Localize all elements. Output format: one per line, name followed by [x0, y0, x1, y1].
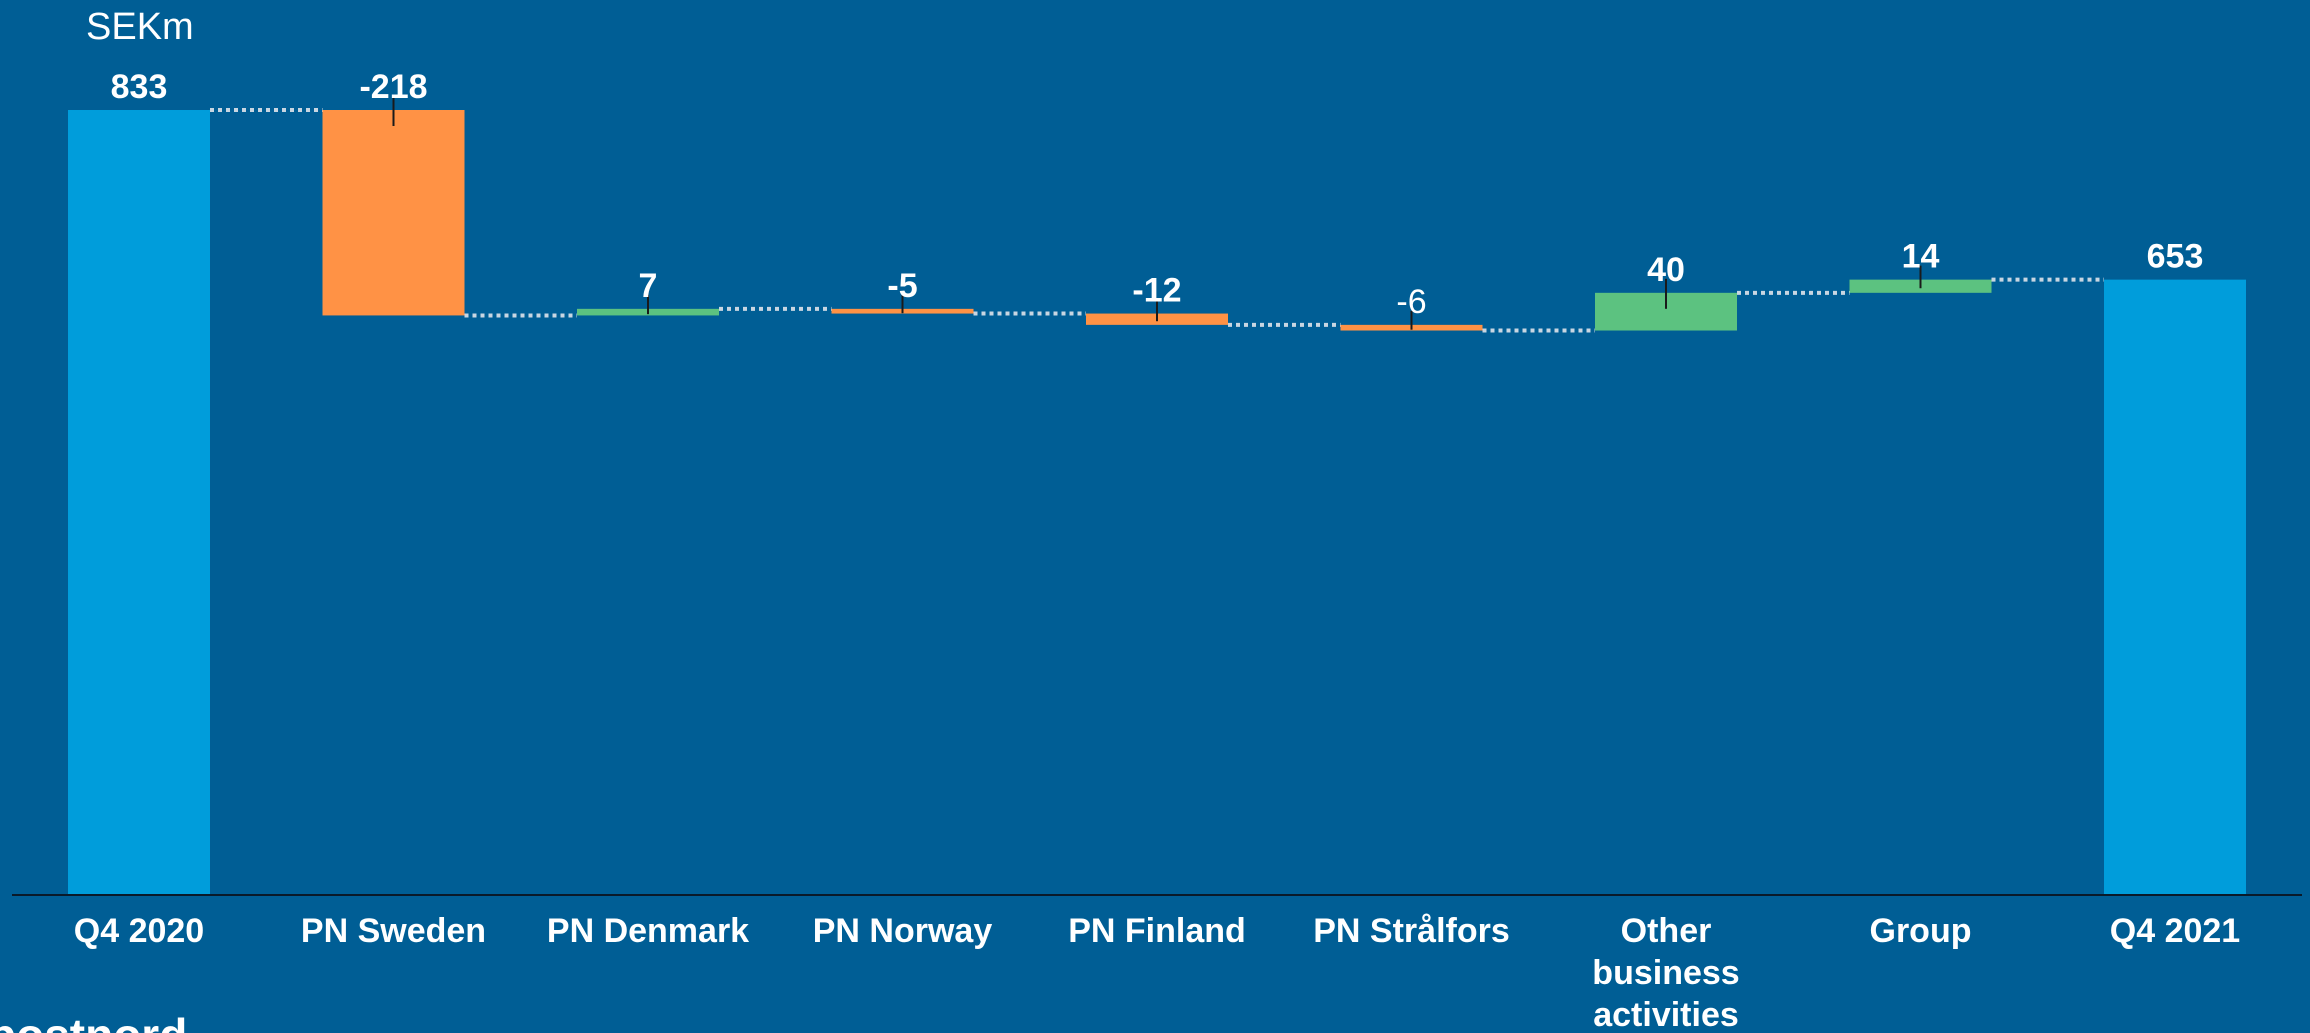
category-label-5: PN Strålfors	[1313, 912, 1510, 950]
value-label-0: 833	[111, 68, 168, 106]
value-label-7: 14	[1902, 238, 1940, 276]
category-labels: Q4 2020 PN Sweden PN Denmark PN Norway PN Fi…	[74, 912, 2240, 1033]
category-label-6-line-0: Other	[1621, 912, 1712, 950]
category-label-1: PN Sweden	[301, 912, 486, 950]
value-label-5: -6	[1396, 283, 1426, 321]
value-label-8: 653	[2147, 238, 2204, 276]
value-labels: 833 -218 7 -5 -12 -6 40 14 653	[111, 68, 2204, 321]
unit-label: SEKm	[86, 6, 194, 48]
bar-8	[2104, 279, 2246, 896]
connector-lines	[210, 108, 2104, 333]
value-label-6: 40	[1647, 251, 1685, 289]
category-label-4: PN Finland	[1068, 912, 1246, 950]
value-label-1: -218	[359, 68, 427, 106]
value-label-2: 7	[639, 267, 658, 305]
category-label-7: Group	[1870, 912, 1972, 950]
bar-0	[68, 110, 210, 895]
category-label-0: Q4 2020	[74, 912, 204, 950]
value-label-4: -12	[1132, 272, 1181, 310]
value-label-3: -5	[887, 267, 917, 305]
category-label-6-line-1: business	[1592, 954, 1739, 992]
category-label-8: Q4 2021	[2110, 912, 2240, 950]
category-label-2: PN Denmark	[547, 912, 749, 950]
postnord-logo: postnord	[0, 1009, 187, 1033]
bar-1	[322, 110, 465, 316]
category-label-3: PN Norway	[813, 912, 993, 950]
bars	[68, 96, 2246, 896]
category-label-6-line-2: activities	[1593, 996, 1739, 1033]
